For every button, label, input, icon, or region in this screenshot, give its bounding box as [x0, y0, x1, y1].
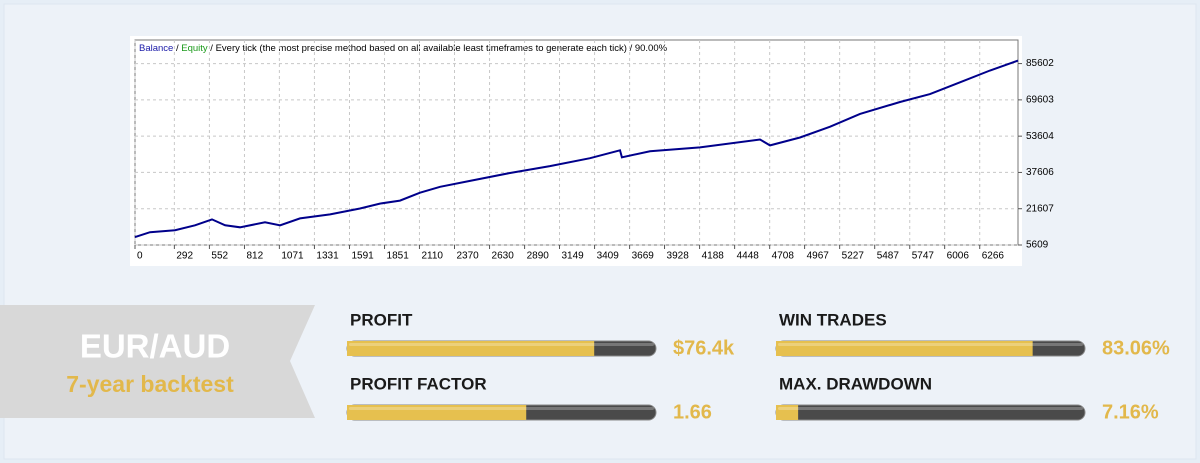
stat-value: 1.66	[673, 401, 712, 423]
y-tick-label: 69603	[1026, 95, 1054, 106]
x-tick-label: 5227	[842, 251, 865, 262]
x-tick-label: 4967	[807, 251, 830, 262]
title-part: / Every tick (the most precise method ba…	[208, 43, 668, 54]
x-tick-label: 292	[176, 251, 193, 262]
stat-shine	[349, 407, 654, 410]
banner-subtitle: 7-year backtest	[66, 371, 234, 397]
y-tick-label: 53604	[1026, 131, 1054, 142]
x-tick-label: 1851	[387, 251, 410, 262]
stat-fill	[347, 405, 527, 420]
title-part: Equity	[181, 43, 208, 54]
stat-fill	[776, 341, 1033, 356]
stat-label: MAX. DRAWDOWN	[779, 374, 932, 393]
x-tick-label: 5487	[877, 251, 900, 262]
x-tick-label: 552	[211, 251, 228, 262]
stat-value: 7.16%	[1102, 401, 1159, 423]
x-tick-label: 4448	[737, 251, 760, 262]
stat-fill	[776, 405, 799, 420]
balance-line	[134, 59, 1019, 239]
x-tick-label: 2630	[492, 251, 515, 262]
x-tick-label: 1071	[281, 251, 304, 262]
y-tick-label: 37606	[1026, 167, 1054, 178]
banner-ribbon	[0, 305, 315, 418]
stat-label: PROFIT FACTOR	[350, 374, 487, 393]
stat-value: 83.06%	[1102, 337, 1170, 359]
stat-label: PROFIT	[350, 310, 413, 329]
x-tick-label: 4188	[702, 251, 725, 262]
x-tick-label: 6266	[982, 251, 1005, 262]
x-tick-label: 2370	[456, 251, 479, 262]
y-tick-label: 21607	[1026, 203, 1054, 214]
x-tick-label: 812	[246, 251, 263, 262]
chart-title: Balance / Equity / Every tick (the most …	[139, 43, 668, 54]
stat-shine	[778, 407, 1083, 410]
x-tick-label: 2110	[421, 251, 443, 262]
banner-title: EUR/AUD	[80, 328, 230, 365]
stat-value: $76.4k	[673, 337, 735, 359]
x-tick-label: 6006	[947, 251, 970, 262]
x-tick-label: 0	[137, 251, 143, 262]
x-tick-label: 5747	[912, 251, 935, 262]
x-tick-label: 1331	[316, 251, 339, 262]
plot-area	[134, 39, 1019, 246]
x-tick-label: 1591	[351, 251, 374, 262]
x-tick-label: 3409	[597, 251, 620, 262]
x-tick-label: 3669	[632, 251, 655, 262]
stat-shine	[349, 343, 654, 346]
stat-shine	[778, 343, 1083, 346]
stat-fill	[347, 341, 595, 356]
title-part: /	[173, 43, 181, 54]
x-tick-label: 2890	[527, 251, 550, 262]
stat-label: WIN TRADES	[779, 310, 887, 329]
title-part: Balance	[139, 43, 173, 54]
x-tick-label: 4708	[772, 251, 795, 262]
y-tick-label: 85602	[1026, 58, 1054, 69]
x-tick-label: 3928	[667, 251, 690, 262]
y-tick-label: 5609	[1026, 240, 1049, 251]
x-tick-label: 3149	[562, 251, 585, 262]
